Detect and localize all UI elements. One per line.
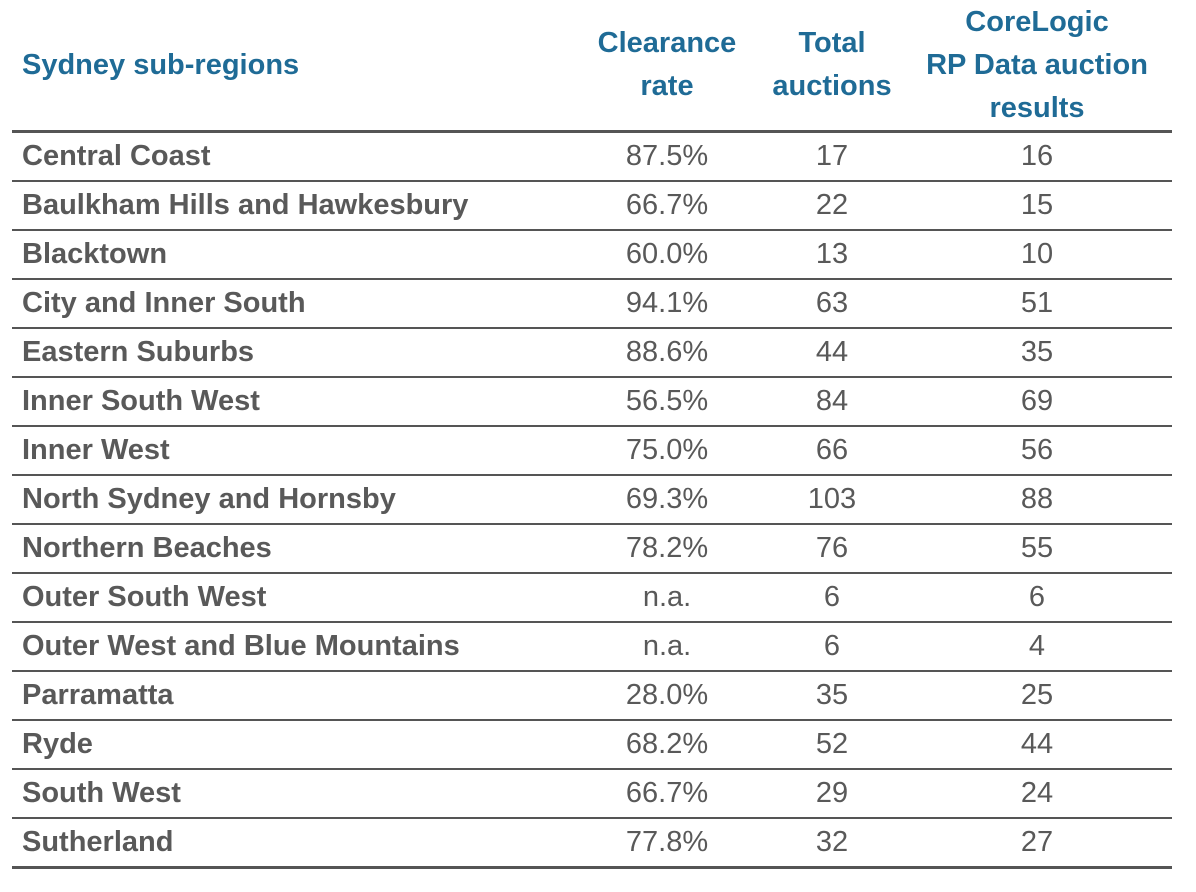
- results-cell: 6: [902, 573, 1172, 623]
- region-cell: Northern Beaches: [12, 524, 572, 574]
- table-row: Outer South West n.a. 6 6: [12, 573, 1172, 623]
- table-row: Northern Beaches 78.2% 76 55: [12, 524, 1172, 574]
- auction-results-table-container: Sydney sub-regions Clearance rate Total …: [12, 0, 1172, 869]
- clearance-rate-cell: 88.6%: [572, 328, 762, 378]
- header-results-line-2: RP Data auction: [926, 48, 1148, 81]
- results-cell: 56: [902, 426, 1172, 476]
- region-cell: Inner South West: [12, 377, 572, 427]
- results-cell: 16: [902, 131, 1172, 182]
- clearance-rate-cell: n.a.: [572, 573, 762, 623]
- clearance-rate-cell: 60.0%: [572, 230, 762, 280]
- clearance-rate-cell: 69.3%: [572, 475, 762, 525]
- region-cell: Inner West: [12, 426, 572, 476]
- total-auctions-cell: 103: [762, 475, 902, 525]
- results-cell: 10: [902, 230, 1172, 280]
- total-auctions-cell: 66: [762, 426, 902, 476]
- results-cell: 55: [902, 524, 1172, 574]
- table-row: North Sydney and Hornsby 69.3% 103 88: [12, 475, 1172, 525]
- header-results-line-3: results: [989, 91, 1085, 124]
- total-auctions-cell: 52: [762, 720, 902, 770]
- total-auctions-cell: 13: [762, 230, 902, 280]
- table-header: Sydney sub-regions Clearance rate Total …: [12, 0, 1172, 133]
- total-auctions-cell: 63: [762, 279, 902, 329]
- table-body: Central Coast 87.5% 17 16 Baulkham Hills…: [12, 131, 1172, 869]
- results-cell: 51: [902, 279, 1172, 329]
- total-auctions-cell: 35: [762, 671, 902, 721]
- region-cell: North Sydney and Hornsby: [12, 475, 572, 525]
- results-cell: 69: [902, 377, 1172, 427]
- region-cell: South West: [12, 769, 572, 819]
- region-cell: Central Coast: [12, 131, 572, 182]
- region-cell: Sutherland: [12, 818, 572, 869]
- clearance-rate-cell: n.a.: [572, 622, 762, 672]
- region-cell: Baulkham Hills and Hawkesbury: [12, 181, 572, 231]
- results-cell: 44: [902, 720, 1172, 770]
- table-row: Central Coast 87.5% 17 16: [12, 131, 1172, 182]
- header-row: Sydney sub-regions Clearance rate Total …: [12, 0, 1172, 133]
- region-cell: Eastern Suburbs: [12, 328, 572, 378]
- table-row: Outer West and Blue Mountains n.a. 6 4: [12, 622, 1172, 672]
- clearance-rate-cell: 68.2%: [572, 720, 762, 770]
- results-cell: 25: [902, 671, 1172, 721]
- region-cell: Ryde: [12, 720, 572, 770]
- header-corelogic-results: CoreLogic RP Data auction results: [902, 0, 1172, 133]
- clearance-rate-cell: 77.8%: [572, 818, 762, 869]
- region-cell: Outer South West: [12, 573, 572, 623]
- header-clearance-rate: Clearance rate: [572, 0, 762, 133]
- table-row: Blacktown 60.0% 13 10: [12, 230, 1172, 280]
- table-row: Parramatta 28.0% 35 25: [12, 671, 1172, 721]
- clearance-rate-cell: 66.7%: [572, 181, 762, 231]
- header-sydney-sub-regions: Sydney sub-regions: [12, 0, 572, 133]
- clearance-rate-cell: 28.0%: [572, 671, 762, 721]
- region-cell: Blacktown: [12, 230, 572, 280]
- results-cell: 24: [902, 769, 1172, 819]
- total-auctions-cell: 76: [762, 524, 902, 574]
- total-auctions-cell: 32: [762, 818, 902, 869]
- header-clearance-rate-line-2: rate: [640, 70, 694, 102]
- header-clearance-rate-line-1: Clearance: [597, 27, 737, 59]
- results-cell: 35: [902, 328, 1172, 378]
- header-total-auctions-line-2: auctions: [772, 70, 892, 102]
- table-row: Sutherland 77.8% 32 27: [12, 818, 1172, 869]
- region-cell: Parramatta: [12, 671, 572, 721]
- clearance-rate-cell: 56.5%: [572, 377, 762, 427]
- results-cell: 15: [902, 181, 1172, 231]
- header-total-auctions-line-1: Total: [798, 27, 866, 59]
- region-cell: City and Inner South: [12, 279, 572, 329]
- total-auctions-cell: 6: [762, 622, 902, 672]
- table-row: City and Inner South 94.1% 63 51: [12, 279, 1172, 329]
- clearance-rate-cell: 75.0%: [572, 426, 762, 476]
- results-cell: 27: [902, 818, 1172, 869]
- total-auctions-cell: 6: [762, 573, 902, 623]
- auction-results-table: Sydney sub-regions Clearance rate Total …: [12, 0, 1172, 869]
- table-row: Inner South West 56.5% 84 69: [12, 377, 1172, 427]
- total-auctions-cell: 17: [762, 131, 902, 182]
- clearance-rate-cell: 66.7%: [572, 769, 762, 819]
- clearance-rate-cell: 87.5%: [572, 131, 762, 182]
- region-cell: Outer West and Blue Mountains: [12, 622, 572, 672]
- results-cell: 88: [902, 475, 1172, 525]
- table-row: Baulkham Hills and Hawkesbury 66.7% 22 1…: [12, 181, 1172, 231]
- header-results-line-1: CoreLogic: [965, 5, 1109, 38]
- clearance-rate-cell: 94.1%: [572, 279, 762, 329]
- table-row: South West 66.7% 29 24: [12, 769, 1172, 819]
- table-row: Inner West 75.0% 66 56: [12, 426, 1172, 476]
- table-row: Eastern Suburbs 88.6% 44 35: [12, 328, 1172, 378]
- clearance-rate-cell: 78.2%: [572, 524, 762, 574]
- table-row: Ryde 68.2% 52 44: [12, 720, 1172, 770]
- total-auctions-cell: 84: [762, 377, 902, 427]
- total-auctions-cell: 44: [762, 328, 902, 378]
- results-cell: 4: [902, 622, 1172, 672]
- total-auctions-cell: 22: [762, 181, 902, 231]
- header-total-auctions: Total auctions: [762, 0, 902, 133]
- total-auctions-cell: 29: [762, 769, 902, 819]
